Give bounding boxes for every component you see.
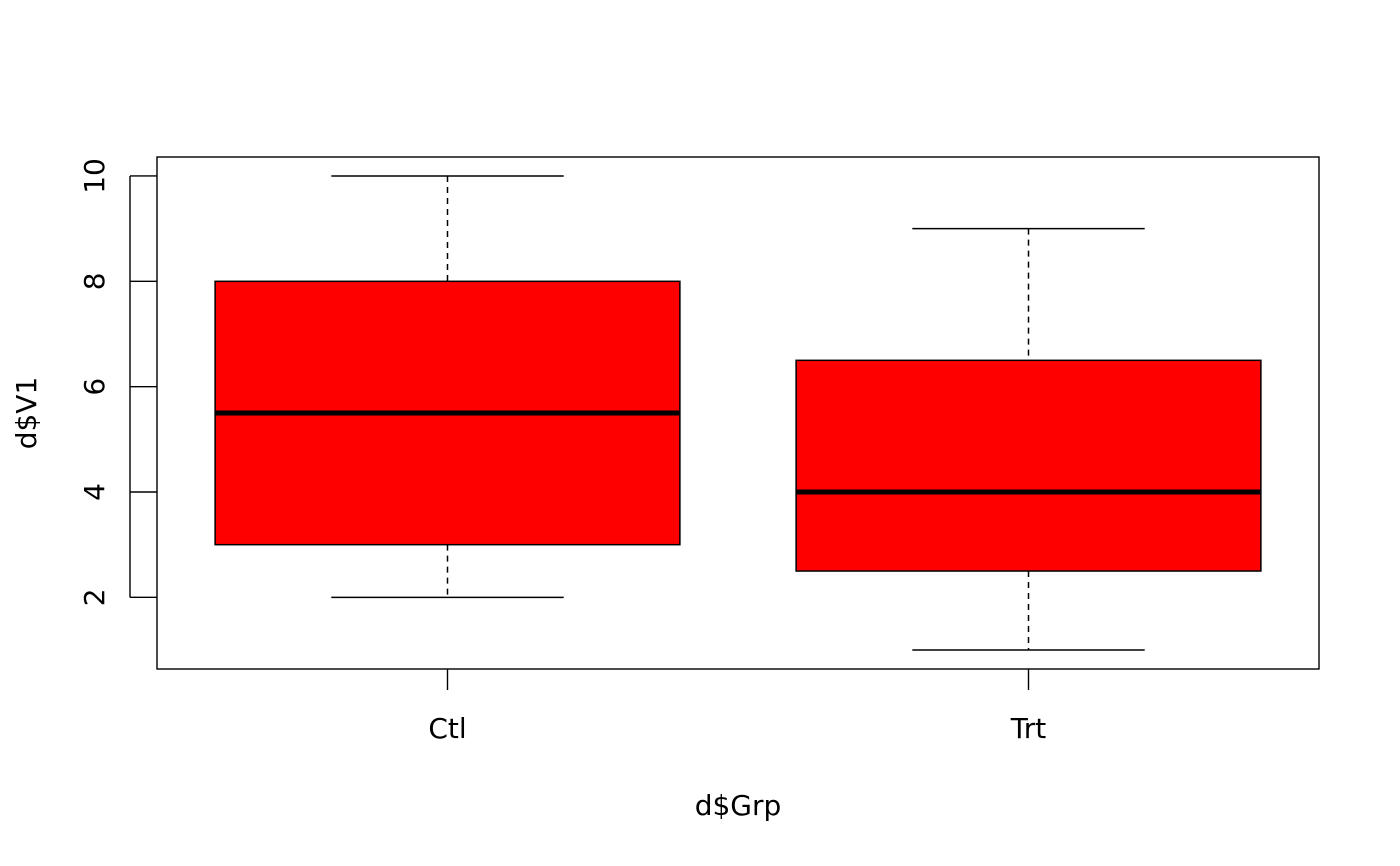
box-ctl	[214, 175, 681, 599]
y-axis-label: d$V1	[10, 377, 43, 450]
x-tick-label: Ctl	[428, 712, 466, 745]
y-tick-label: 2	[78, 588, 111, 606]
x-tick-label: Trt	[1010, 712, 1047, 745]
x-axis-label: d$Grp	[695, 789, 782, 822]
y-tick-label: 10	[78, 158, 111, 194]
iqr-box	[795, 359, 1262, 572]
box-trt	[795, 227, 1262, 651]
y-tick-label: 6	[78, 378, 111, 396]
boxes	[214, 175, 1262, 651]
y-axis: 2 4 6 8 10	[78, 158, 157, 606]
y-tick-label: 4	[78, 483, 111, 501]
x-axis: Ctl Trt	[428, 669, 1046, 745]
plot-frame	[156, 156, 1320, 670]
y-tick-label: 8	[78, 272, 111, 290]
